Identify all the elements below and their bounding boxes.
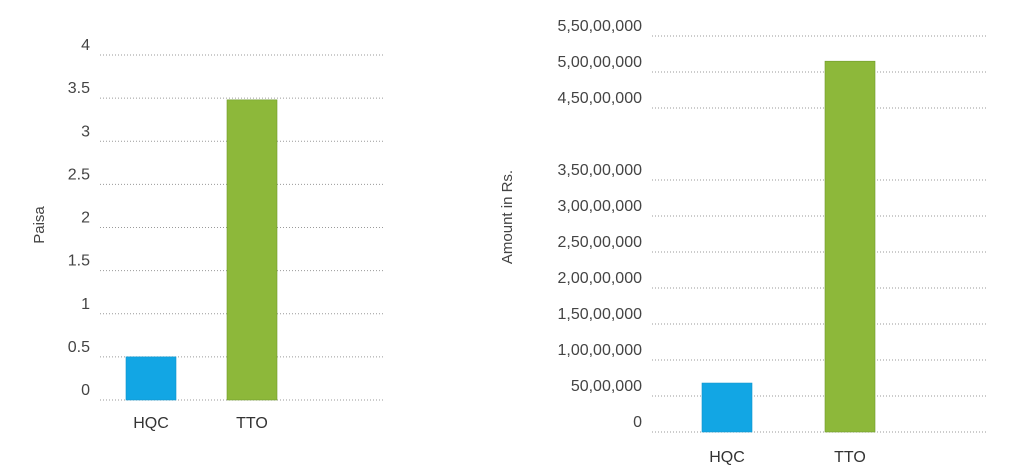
left-y-tick-label: 1.5 [68, 253, 90, 270]
left-y-tick-label: 0 [81, 382, 90, 399]
right-bar-chart: Amount in Rs. 0 50,00,000 1,00,00,000 1,50,… [499, 18, 988, 466]
right-category-label: HQC [709, 449, 745, 466]
right-gridlines [652, 35, 988, 433]
right-y-tick-label: 4,50,00,000 [557, 90, 642, 107]
left-y-tick-label: 2 [81, 210, 90, 227]
right-y-tick-label: 1,50,00,000 [557, 306, 642, 323]
right-bar-tto [824, 60, 876, 433]
right-y-tick-label: 5,00,00,000 [557, 54, 642, 71]
right-y-tick-label: 0 [633, 414, 642, 431]
right-category-label: TTO [834, 449, 866, 466]
right-y-tick-label: 3,50,00,000 [557, 162, 642, 179]
right-y-ticks: 0 50,00,000 1,00,00,000 1,50,00,000 2,00,00,… [557, 18, 642, 431]
right-x-categories: HQC TTO [709, 449, 866, 466]
left-y-tick-label: 3.5 [68, 80, 90, 97]
left-y-ticks: 0 0.5 1 1.5 2 2.5 3 3.5 4 [68, 37, 90, 399]
right-y-tick-label: 1,00,00,000 [557, 342, 642, 359]
left-y-axis-label: Paisa [31, 206, 48, 244]
left-y-tick-label: 4 [81, 37, 90, 54]
left-x-categories: HQC TTO [133, 415, 268, 432]
right-y-tick-label: 2,50,00,000 [557, 234, 642, 251]
left-bar-tto [226, 99, 278, 401]
left-y-tick-label: 1 [81, 296, 90, 313]
right-bars [701, 60, 876, 433]
left-bar-hqc [125, 356, 177, 401]
left-category-label: TTO [236, 415, 268, 432]
right-y-tick-label: 3,00,00,000 [557, 198, 642, 215]
left-y-tick-label: 2.5 [68, 166, 90, 183]
left-bars [125, 99, 278, 401]
right-y-tick-label: 2,00,00,000 [557, 270, 642, 287]
right-y-tick-label: 5,50,00,000 [557, 18, 642, 35]
right-bar-hqc [701, 382, 753, 433]
right-y-axis-label: Amount in Rs. [499, 170, 516, 264]
left-y-tick-label: 0.5 [68, 339, 90, 356]
left-y-tick-label: 3 [81, 123, 90, 140]
left-bar-chart: Paisa 0 0.5 1 1.5 2 2.5 3 3.5 4 HQC TTO [31, 37, 384, 432]
right-y-tick-label: 50,00,000 [571, 378, 642, 395]
left-category-label: HQC [133, 415, 169, 432]
